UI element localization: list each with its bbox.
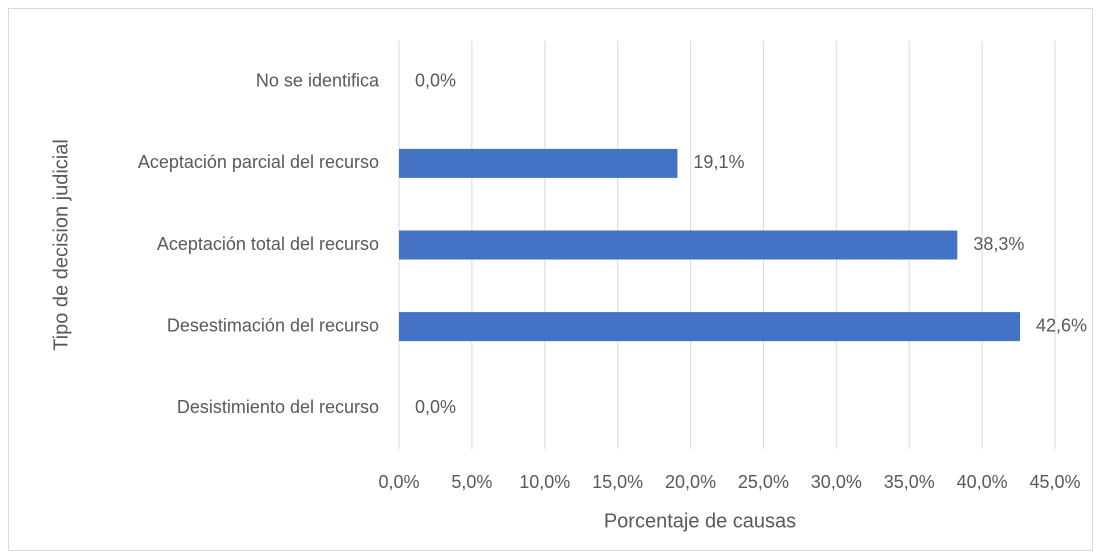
data-label: 0,0% <box>415 397 456 417</box>
data-label: 0,0% <box>415 71 456 91</box>
y-tick-label: Desestimación del recurso <box>167 315 379 335</box>
x-tick-label: 40,0% <box>957 472 1008 492</box>
x-tick-label: 15,0% <box>592 472 643 492</box>
x-tick-label: 20,0% <box>665 472 716 492</box>
chart-frame <box>8 8 1093 551</box>
x-axis-title: Porcentaje de causas <box>604 510 796 532</box>
data-label: 42,6% <box>1036 315 1087 335</box>
y-tick-label: Aceptación parcial del recurso <box>138 152 379 172</box>
y-tick-label: No se identifica <box>256 71 380 91</box>
y-axis-title: Tipo de decision judicial <box>50 139 72 351</box>
data-label: 19,1% <box>693 152 744 172</box>
bar <box>399 312 1021 342</box>
bar <box>399 148 678 178</box>
x-tick-label: 0,0% <box>378 472 419 492</box>
x-tick-label: 45,0% <box>1029 472 1080 492</box>
bar <box>399 230 958 260</box>
x-tick-label: 5,0% <box>451 472 492 492</box>
y-tick-label: Desistimiento del recurso <box>177 397 379 417</box>
x-tick-label: 25,0% <box>738 472 789 492</box>
y-tick-label: Aceptación total del recurso <box>157 234 379 254</box>
x-tick-label: 10,0% <box>519 472 570 492</box>
data-label: 38,3% <box>973 234 1024 254</box>
x-tick-label: 35,0% <box>884 472 935 492</box>
x-tick-label: 30,0% <box>811 472 862 492</box>
